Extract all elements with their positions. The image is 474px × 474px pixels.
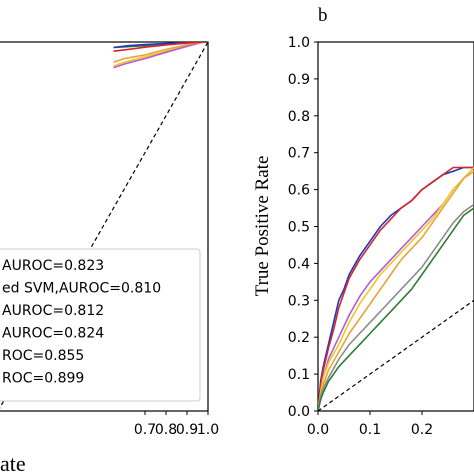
panel-b-y-tick-label: 1.0 [288, 35, 310, 51]
panel-b-x-tick-label: 0.1 [359, 422, 381, 438]
legend-box [0, 248, 201, 402]
panel-b-y-tick-label: 0.9 [288, 72, 310, 88]
legend-entry: AUROC=0.823 [2, 258, 104, 274]
panel-b-y-tick-label: 0.4 [288, 256, 310, 272]
panel-b-series-line-4 [318, 166, 474, 411]
panel-b-y-tick-label: 0.2 [288, 330, 310, 346]
legend-entry: AUROC=0.824 [2, 326, 104, 342]
panel-a-legend: AUROC=0.823 ed SVM,AUROC=0.810 AUROC=0.812… [0, 248, 201, 402]
panel-a-axes-frame [0, 41, 209, 412]
panel-b-y-tick-label: 0.5 [288, 220, 310, 236]
panel-b-x-tick-label: 0.2 [411, 422, 433, 438]
panel-b-y-tick-label: 0.0 [288, 404, 310, 420]
panel-b-y-tick-label: 0.6 [288, 183, 310, 199]
panel-b-label: b [318, 5, 328, 26]
panel-b-y-tick-label: 0.8 [288, 109, 310, 125]
panel-a-series-line-3 [113, 42, 208, 69]
panel-a-series-line-2 [113, 42, 208, 67]
panel-b-y-tick-label: 0.7 [288, 146, 310, 162]
panel-b-x-tick-label: 0.0 [307, 422, 329, 438]
legend-entry: ed SVM,AUROC=0.810 [2, 281, 161, 297]
legend-entry: ROC=0.899 [2, 371, 84, 387]
panel-b-series-line-5 [318, 170, 474, 411]
panel-a-series-line-4 [113, 42, 208, 64]
panel-a-x-tick-label: 0.8 [155, 422, 177, 438]
panel-b-y-tick-label: 0.1 [288, 367, 310, 383]
panel-a: AUROC=0.823 ed SVM,AUROC=0.810 AUROC=0.812… [0, 41, 219, 474]
panel-b-y-axis-label: True Positive Rate [252, 156, 273, 297]
panel-b-chance-line [318, 299, 474, 411]
panel-b-series-line-1 [318, 166, 474, 411]
legend-entry: AUROC=0.812 [2, 303, 104, 319]
panel-b-x-ticks: 0.0 0.1 0.2 [307, 411, 433, 438]
panel-a-series-line-5 [113, 42, 208, 49]
panel-a-x-tick-label: 0.7 [134, 422, 156, 438]
panel-a-x-ticks: 0.70.80.91.0 [134, 411, 219, 438]
panel-b-y-tick-label: 0.3 [288, 293, 310, 309]
panel-a-x-tick-label: 1.0 [197, 422, 219, 438]
legend-entry: ROC=0.855 [2, 348, 84, 364]
panel-b-series-line-7 [318, 207, 474, 411]
panel-b-y-ticks: 0.0 0.1 0.2 0.3 0.4 0.5 0.6 0.7 0.8 0.9 1.0 [288, 35, 318, 420]
panel-b-series-line-6 [318, 203, 474, 411]
panel-a-x-tick-label: 0.9 [176, 422, 198, 438]
panel-b-plot-area [317, 41, 474, 412]
panel-a-x-axis-label: ate [0, 451, 26, 474]
panel-b-series-line-3 [318, 166, 474, 411]
panel-b-series-line-2 [318, 166, 474, 411]
panel-a-series-line-6 [113, 42, 208, 52]
panel-b: b 0.00.10.20.30.40.50.60.70.80.91.0 0.0 0… [252, 5, 474, 438]
